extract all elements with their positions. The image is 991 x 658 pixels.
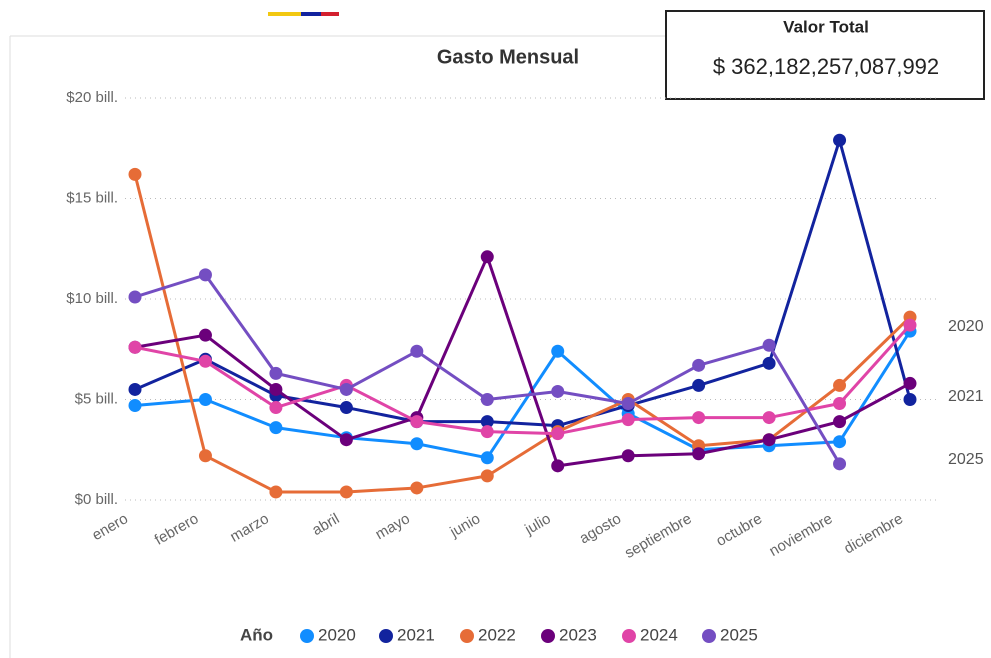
y-tick-label: $10 bill. [66, 290, 118, 307]
legend-label: 2021 [397, 625, 435, 644]
legend-label: 2022 [478, 625, 516, 644]
point [410, 344, 424, 358]
legend-marker [379, 629, 393, 643]
x-tick-label: mayo [373, 510, 413, 543]
point [269, 366, 283, 380]
point [128, 290, 142, 304]
point [198, 268, 212, 282]
x-tick-label: agosto [577, 510, 625, 547]
legend-label: 2020 [318, 625, 356, 644]
point [833, 435, 847, 449]
point [833, 133, 847, 147]
logo-bar [268, 12, 301, 16]
point [339, 433, 353, 447]
point [762, 338, 776, 352]
logo-bar [321, 12, 339, 16]
point [903, 393, 917, 406]
point [410, 415, 424, 429]
point [903, 376, 917, 390]
point [198, 449, 212, 463]
y-tick-label: $0 bill. [75, 491, 118, 508]
point [762, 356, 776, 370]
legend-marker [541, 629, 555, 643]
point [128, 340, 142, 354]
point [621, 397, 635, 411]
point [480, 425, 494, 439]
point [621, 413, 635, 427]
point [269, 421, 283, 435]
point [269, 401, 283, 415]
point [833, 457, 847, 471]
series-line [133, 174, 912, 494]
point [903, 318, 917, 332]
point [833, 397, 847, 411]
point [128, 382, 142, 396]
point [269, 382, 283, 396]
chart-title: Gasto Mensual [437, 46, 579, 68]
series-end-label: 2020 [948, 318, 984, 335]
point [551, 344, 565, 358]
x-tick-label: julio [521, 510, 553, 539]
point [410, 437, 424, 451]
point [339, 382, 353, 396]
point [198, 354, 212, 368]
point [269, 485, 283, 499]
x-tick-label: diciembre [841, 510, 906, 557]
series-end-label: 2025 [948, 451, 984, 468]
x-tick-label: noviembre [766, 510, 835, 560]
point [410, 481, 424, 495]
point [762, 433, 776, 447]
x-tick-label: marzo [227, 510, 272, 546]
point [692, 411, 706, 425]
point [480, 250, 494, 264]
x-tick-label: abril [309, 510, 342, 539]
y-tick-label: $15 bill. [66, 189, 118, 206]
legend-label: 2023 [559, 625, 597, 644]
point [198, 393, 212, 406]
point [692, 358, 706, 372]
point [480, 393, 494, 406]
legend-marker [622, 629, 636, 643]
series-line [134, 330, 912, 460]
x-tick-label: febrero [152, 510, 202, 548]
legend-marker [460, 629, 474, 643]
legend-title: Año [240, 625, 273, 644]
point [621, 449, 635, 463]
x-tick-label: octubre [713, 510, 765, 550]
logo-bar [301, 12, 321, 16]
point [762, 411, 776, 425]
series-line [134, 324, 912, 436]
point [551, 427, 565, 441]
x-tick-label: septiembre [622, 510, 695, 562]
point [692, 447, 706, 461]
point [692, 378, 706, 392]
y-tick-label: $20 bill. [66, 89, 118, 106]
card-value: $ 362,182,257,087,992 [713, 54, 939, 79]
x-tick-label: enero [89, 510, 131, 544]
point [551, 384, 565, 398]
legend-marker [702, 629, 716, 643]
point [551, 459, 565, 473]
card [665, 10, 985, 100]
point [480, 451, 494, 465]
point [339, 485, 353, 499]
y-tick-label: $5 bill. [75, 390, 118, 407]
point [128, 167, 142, 181]
legend-label: 2025 [720, 625, 758, 644]
series-line [134, 138, 912, 428]
card-title: Valor Total [783, 17, 869, 36]
point [480, 469, 494, 483]
series-line [134, 255, 911, 468]
x-tick-label: junio [446, 510, 483, 541]
point [480, 415, 494, 429]
point [833, 378, 847, 392]
legend-label: 2024 [640, 625, 678, 644]
point [128, 399, 142, 413]
point [198, 328, 212, 342]
series-end-label: 2021 [948, 388, 984, 405]
point [339, 401, 353, 415]
point [833, 415, 847, 429]
legend-marker [300, 629, 314, 643]
